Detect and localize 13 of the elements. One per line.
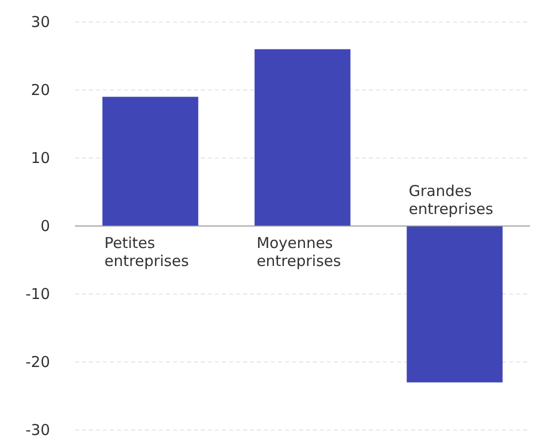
y-tick-label: 20 bbox=[30, 80, 50, 99]
y-tick-label: -20 bbox=[26, 352, 50, 371]
y-tick-label: -30 bbox=[26, 420, 50, 436]
bar bbox=[254, 49, 350, 226]
y-tick-label: 30 bbox=[30, 12, 50, 31]
x-tick-label: Petites entreprises bbox=[104, 234, 189, 270]
bar bbox=[406, 226, 503, 382]
x-tick-label: Moyennes entreprises bbox=[256, 234, 342, 270]
y-tick-label: -10 bbox=[26, 284, 50, 303]
bar bbox=[102, 96, 198, 226]
y-tick-label: 0 bbox=[40, 216, 50, 235]
y-tick-label: 10 bbox=[30, 148, 50, 167]
x-tick-label: Grandes entreprises bbox=[408, 182, 494, 218]
